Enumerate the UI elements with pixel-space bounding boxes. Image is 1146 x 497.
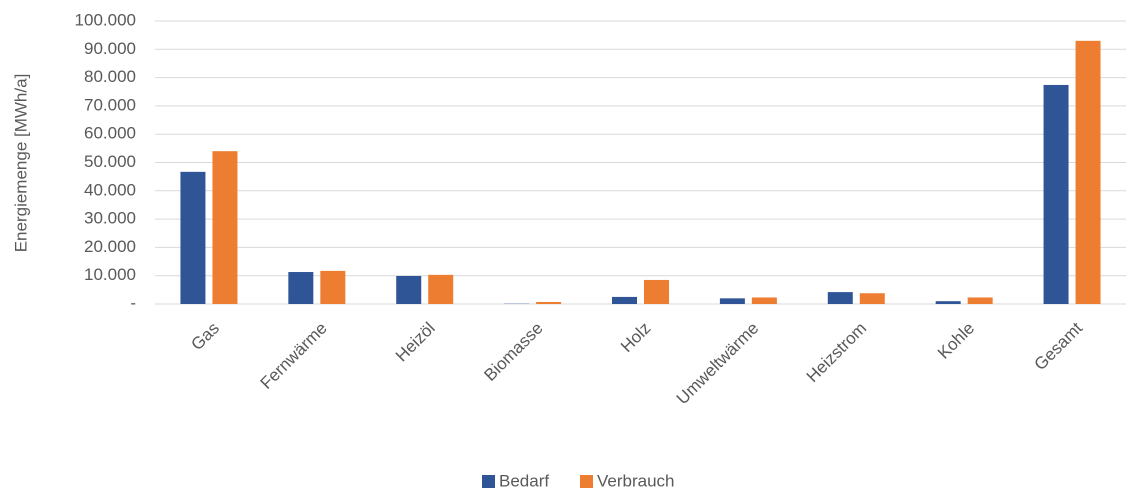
- x-tick-label: Umweltwärme: [673, 319, 763, 409]
- legend-label: Verbrauch: [597, 471, 675, 490]
- y-tick-label: 70.000: [84, 95, 136, 114]
- bar: [428, 275, 453, 304]
- y-tick-label: -: [130, 293, 136, 312]
- bar: [1044, 85, 1069, 304]
- bar: [752, 297, 777, 304]
- x-tick-label: Heizstrom: [803, 319, 871, 387]
- y-tick-label: 50.000: [84, 152, 136, 171]
- x-tick-label: Fernwärme: [257, 319, 331, 393]
- y-tick-label: 30.000: [84, 209, 136, 228]
- x-tick-label: Kohle: [934, 319, 978, 363]
- y-tick-label: 60.000: [84, 124, 136, 143]
- y-axis-label: Energiemenge [MWh/a]: [11, 74, 30, 253]
- legend-swatch: [482, 475, 495, 488]
- bar: [720, 298, 745, 304]
- bar: [1076, 41, 1101, 304]
- y-tick-label: 20.000: [84, 237, 136, 256]
- y-tick-label: 10.000: [84, 265, 136, 284]
- bar: [288, 272, 313, 304]
- bar: [644, 280, 669, 304]
- y-tick-label: 100.000: [75, 10, 136, 29]
- bar: [968, 297, 993, 304]
- y-tick-label: 40.000: [84, 180, 136, 199]
- bar: [320, 271, 345, 304]
- bar: [936, 301, 961, 304]
- bar: [612, 297, 637, 304]
- bar: [828, 292, 853, 304]
- x-tick-label: Holz: [617, 319, 654, 356]
- bar: [536, 302, 561, 304]
- bar: [396, 276, 421, 304]
- bar: [212, 151, 237, 304]
- x-tick-label: Biomasse: [480, 319, 546, 385]
- x-tick-label: Gesamt: [1031, 318, 1087, 374]
- bar: [860, 293, 885, 304]
- x-tick-label: Heizöl: [392, 319, 439, 366]
- legend-label: Bedarf: [499, 471, 549, 490]
- x-tick-label: Gas: [187, 319, 222, 354]
- legend-swatch: [580, 475, 593, 488]
- bar: [180, 172, 205, 304]
- y-tick-label: 90.000: [84, 39, 136, 58]
- y-tick-label: 80.000: [84, 67, 136, 86]
